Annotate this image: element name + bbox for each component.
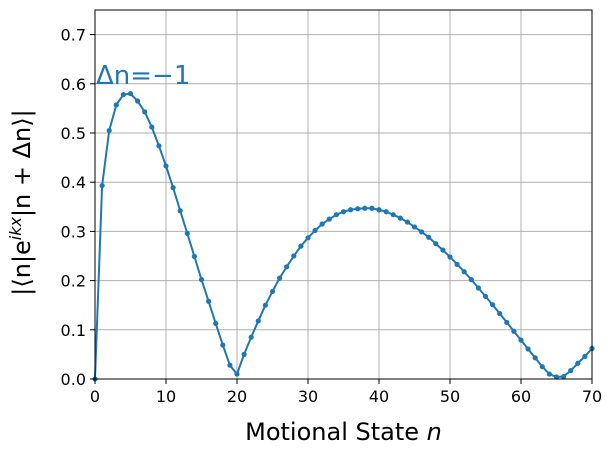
data-point bbox=[518, 337, 524, 343]
data-point bbox=[156, 143, 162, 149]
data-point bbox=[191, 253, 197, 260]
data-point bbox=[220, 342, 226, 348]
data-point bbox=[546, 371, 553, 377]
data-point bbox=[135, 98, 141, 104]
data-point bbox=[149, 124, 155, 130]
data-point bbox=[170, 185, 176, 191]
data-point bbox=[99, 183, 105, 189]
data-point bbox=[241, 351, 247, 357]
data-point bbox=[454, 261, 460, 267]
data-point bbox=[482, 293, 489, 299]
data-point bbox=[177, 208, 183, 214]
data-point bbox=[369, 205, 375, 211]
y-tick-label: 0.2 bbox=[61, 272, 86, 291]
data-point bbox=[525, 346, 531, 352]
data-point bbox=[312, 227, 318, 234]
data-point bbox=[419, 229, 425, 235]
data-point bbox=[348, 207, 354, 213]
data-point bbox=[206, 298, 212, 304]
data-point bbox=[213, 320, 219, 327]
data-point bbox=[255, 318, 261, 324]
data-point bbox=[504, 319, 510, 326]
data-point bbox=[440, 247, 446, 253]
data-point bbox=[106, 127, 112, 134]
data-point bbox=[575, 360, 581, 366]
data-point bbox=[163, 163, 169, 169]
x-tick-label: 50 bbox=[440, 387, 460, 406]
delta-n-annotation: Δn=−1 bbox=[96, 61, 190, 91]
x-tick-label: 60 bbox=[511, 387, 531, 406]
data-point bbox=[127, 91, 134, 97]
x-axis-label: Motional State n bbox=[245, 418, 442, 446]
data-point bbox=[340, 209, 347, 215]
data-point bbox=[248, 334, 254, 340]
data-point bbox=[262, 302, 268, 308]
plot-frame bbox=[94, 9, 593, 380]
data-point bbox=[383, 209, 389, 215]
data-point bbox=[568, 368, 574, 374]
grid-lines bbox=[94, 10, 593, 380]
data-point bbox=[411, 224, 418, 230]
data-point bbox=[333, 212, 339, 218]
data-point bbox=[497, 310, 503, 317]
data-point bbox=[291, 253, 297, 259]
data-point bbox=[390, 212, 396, 218]
data-point bbox=[397, 215, 403, 221]
data-point bbox=[319, 221, 325, 227]
data-point bbox=[234, 371, 240, 377]
x-tick-label: 10 bbox=[156, 387, 176, 406]
data-point bbox=[475, 285, 481, 291]
y-tick-label: 0.6 bbox=[61, 75, 86, 94]
series-line bbox=[94, 92, 593, 380]
data-point bbox=[227, 362, 233, 368]
y-tick-label: 0.7 bbox=[61, 26, 86, 45]
x-tick-label: 40 bbox=[369, 387, 389, 406]
data-point bbox=[269, 288, 276, 295]
y-tick-label: 0.3 bbox=[61, 222, 86, 241]
data-point bbox=[198, 277, 205, 283]
data-point bbox=[490, 302, 496, 308]
y-axis-label: |⟨n|eikx|n + Δn⟩| bbox=[6, 109, 37, 295]
data-point bbox=[355, 206, 361, 212]
data-point bbox=[298, 243, 304, 249]
data-point bbox=[582, 353, 588, 359]
data-point bbox=[142, 109, 148, 115]
data-point bbox=[362, 205, 368, 211]
data-point bbox=[404, 219, 410, 225]
data-point bbox=[468, 277, 474, 283]
x-tick-label: 70 bbox=[582, 387, 602, 406]
data-point bbox=[433, 241, 439, 247]
data-point bbox=[113, 102, 119, 108]
data-point bbox=[277, 275, 283, 281]
y-tick-label: 0.1 bbox=[61, 321, 86, 340]
data-point bbox=[376, 207, 382, 213]
x-ticks: 0 10 20 30 40 50 60 70 bbox=[90, 379, 602, 406]
data-point bbox=[539, 364, 545, 370]
data-point bbox=[426, 234, 432, 240]
data-point bbox=[120, 92, 126, 98]
data-point bbox=[184, 230, 190, 236]
data-point bbox=[326, 216, 332, 222]
data-point bbox=[532, 355, 538, 361]
x-tick-label: 20 bbox=[227, 387, 247, 406]
data-point bbox=[561, 373, 567, 380]
y-tick-label: 0.0 bbox=[61, 370, 86, 389]
x-tick-label: 30 bbox=[298, 387, 318, 406]
y-tick-label: 0.5 bbox=[61, 124, 86, 143]
series-group bbox=[92, 91, 595, 382]
data-point bbox=[447, 254, 453, 260]
data-point bbox=[305, 235, 311, 241]
x-tick-label: 0 bbox=[90, 387, 100, 406]
data-point bbox=[511, 328, 517, 334]
data-point bbox=[284, 264, 290, 270]
data-point bbox=[461, 269, 467, 275]
y-ticks: 0.0 0.1 0.2 0.3 0.4 0.5 0.6 0.7 bbox=[61, 26, 95, 389]
data-point bbox=[553, 374, 560, 380]
y-tick-label: 0.4 bbox=[61, 173, 86, 192]
